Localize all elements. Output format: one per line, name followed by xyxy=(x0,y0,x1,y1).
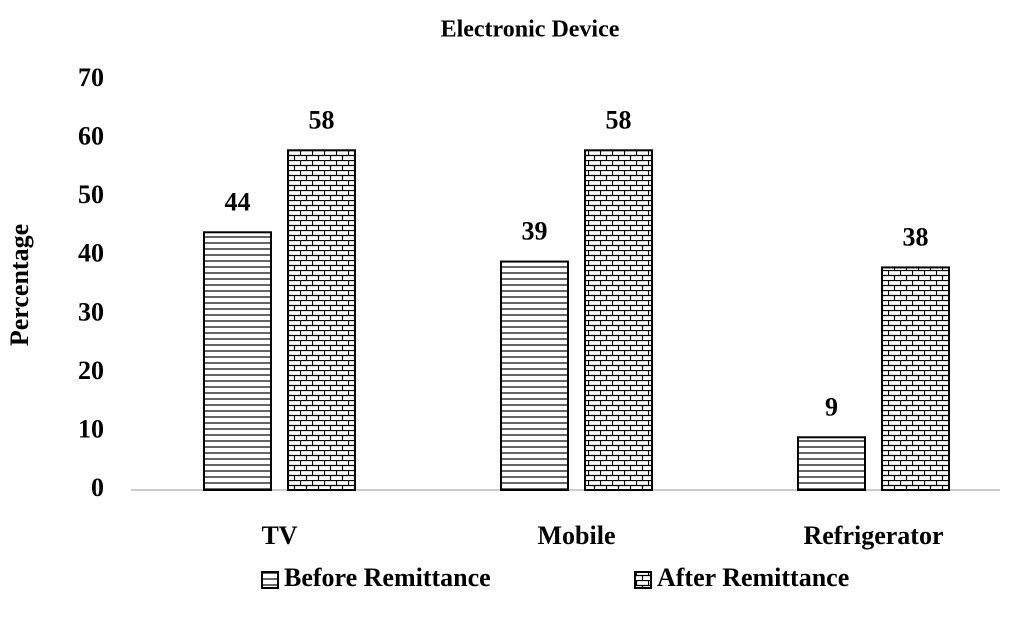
y-tick-label: 20 xyxy=(78,356,104,385)
x-tick-label: Refrigerator xyxy=(803,521,943,550)
data-label: 39 xyxy=(522,217,548,246)
y-tick-label: 50 xyxy=(78,180,104,209)
legend-swatch xyxy=(634,571,652,589)
bar xyxy=(881,266,950,491)
y-tick-label: 0 xyxy=(91,473,104,502)
bar xyxy=(584,149,653,492)
bar xyxy=(500,260,569,492)
y-tick-label: 30 xyxy=(78,297,104,326)
bar xyxy=(797,436,866,491)
y-axis-label: Percentage xyxy=(5,224,34,346)
legend-label: After Remittance xyxy=(657,563,849,592)
data-label: 9 xyxy=(825,392,838,421)
bar xyxy=(203,231,272,492)
bar xyxy=(287,149,356,492)
data-label: 44 xyxy=(225,187,251,216)
data-label: 58 xyxy=(309,105,335,134)
data-label: 38 xyxy=(903,222,929,251)
y-tick-label: 70 xyxy=(78,63,104,92)
x-tick-label: Mobile xyxy=(538,521,616,550)
chart-title: Electronic Device xyxy=(441,17,620,43)
y-tick-label: 60 xyxy=(78,122,104,151)
legend-swatch xyxy=(261,571,279,589)
legend-label: Before Remittance xyxy=(284,563,491,592)
x-tick-label: TV xyxy=(261,521,297,550)
y-tick-label: 40 xyxy=(78,239,104,268)
y-tick-label: 10 xyxy=(78,414,104,443)
data-label: 58 xyxy=(606,105,632,134)
